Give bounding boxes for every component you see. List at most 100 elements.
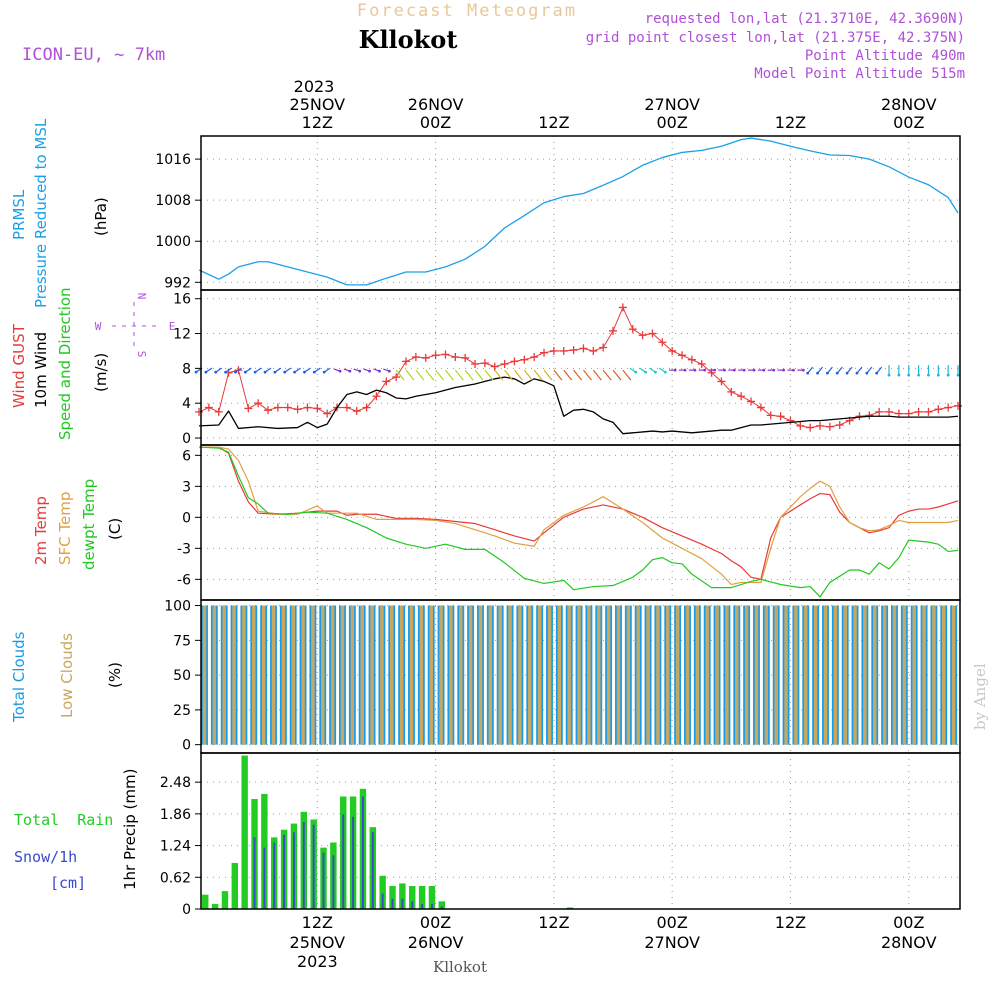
bottom-axis-label: 00Z (893, 913, 924, 932)
low-cloud-bar (360, 605, 364, 745)
rain-bar (428, 885, 436, 909)
top-year-label: 2023 (294, 77, 335, 96)
gust-marker (451, 353, 460, 362)
gust-marker (293, 405, 302, 414)
gust-marker (559, 346, 568, 355)
gust-marker (618, 303, 627, 312)
bottom-axis-label: 25NOV (290, 933, 346, 952)
gust-marker (875, 407, 884, 416)
low-cloud-bar (705, 605, 709, 745)
low-cloud-bar (212, 605, 217, 745)
gust-marker (382, 377, 391, 386)
bottom-axis-label: 12Z (775, 913, 806, 932)
wind-arrow-head (887, 373, 891, 377)
wind-arrow (622, 369, 632, 381)
wind-arrow-head (663, 370, 667, 374)
gust-marker (264, 406, 273, 415)
temperature-panel: -6 -3 0 3 6 (177, 445, 960, 600)
wind-arrow-head (368, 369, 371, 373)
low-cloud-bar (744, 605, 749, 745)
low-cloud-bar (951, 605, 956, 745)
wind-arrow-head (673, 368, 677, 372)
wind-arrow (563, 369, 573, 381)
low-cloud-bar (695, 605, 700, 745)
wind-ytick-label: 0 (182, 431, 191, 447)
gust-marker (658, 338, 667, 347)
wind-arrow-head (358, 369, 362, 373)
wind-arrow-head (865, 371, 869, 375)
low-cloud-bar (882, 605, 887, 745)
wind-speed-dir-label: Speed and Direction (56, 287, 74, 440)
low-cloud-bar (252, 605, 256, 745)
pressure-line (198, 137, 959, 286)
gust-marker (806, 423, 815, 432)
rain-bar (389, 885, 396, 909)
gust-marker (737, 392, 746, 401)
gust-marker (352, 407, 361, 416)
gust-marker (727, 387, 736, 396)
wind-arrow-head (825, 371, 829, 375)
gust-marker (934, 405, 943, 414)
wind-arrow (602, 369, 612, 381)
rain-bar (202, 894, 209, 909)
low-cloud-bar (557, 605, 562, 745)
requested-coords: requested lon,lat (21.3710E, 42.3690N) (645, 11, 965, 27)
low-cloud-bar (390, 605, 394, 745)
low-cloud-bar (311, 605, 315, 745)
gust-label: Wind GUST (10, 323, 28, 408)
tsfc-line (199, 446, 959, 586)
clouds-ytick-label: 50 (173, 668, 191, 684)
gust-marker (520, 355, 529, 364)
location-title: Kllokot (359, 25, 458, 54)
rain-bar (221, 891, 229, 909)
temperature-ytick-label: 0 (182, 510, 191, 526)
gust-marker (530, 353, 539, 362)
low-cloud-bar (537, 605, 542, 745)
gust-marker (411, 353, 420, 362)
wind-arrow-head (253, 370, 257, 374)
wind-arrow-head (283, 370, 287, 374)
wind-arrow-head (654, 370, 657, 374)
low-cloud-bar (350, 605, 355, 745)
pressure-label-2: Pressure Reduced to MSL (32, 118, 50, 308)
rain-bar (566, 907, 574, 909)
gust-marker (776, 412, 785, 421)
gust-marker (392, 373, 401, 382)
gust-marker (796, 421, 805, 430)
gust-marker (195, 407, 204, 416)
rain-bar (211, 903, 219, 909)
gust-marker (500, 360, 509, 369)
gust-marker (786, 416, 795, 425)
low-cloud-bar (804, 605, 808, 745)
precip-ytick-label: 1.24 (160, 839, 191, 855)
low-cloud-bar (735, 605, 739, 745)
rain-bar (409, 885, 416, 909)
wind-arrow-head (835, 371, 839, 375)
gust-marker (638, 331, 647, 340)
pressure-ytick-label: 1000 (155, 234, 191, 250)
gust-marker (569, 346, 578, 355)
low-cloud-bar (715, 605, 719, 745)
low-cloud-bar (449, 605, 453, 745)
low-cloud-bar (606, 605, 611, 745)
bottom-axis-label: 26NOV (408, 933, 464, 952)
top-date-label: 25NOV (290, 95, 346, 114)
wind-arrow-head (772, 368, 776, 372)
gust-marker (510, 357, 519, 366)
clouds-ytick-label: 25 (173, 703, 191, 719)
rain-bar (241, 755, 248, 909)
gust-marker (914, 407, 923, 416)
wind-arrow-head (214, 370, 218, 374)
wind-arrow-head (782, 368, 785, 372)
gust-marker (609, 326, 618, 335)
wind-arrow (573, 369, 583, 381)
snow-bar (411, 901, 414, 909)
low-cloud-bar (567, 605, 571, 745)
bottom-axis-label: 00Z (657, 913, 688, 932)
wind-arrow (553, 369, 563, 381)
wind-line (198, 376, 959, 435)
wind-arrow-head (312, 370, 316, 374)
model-altitude: Model Point Altitude 515m (754, 66, 965, 82)
wind-arrow-head (936, 373, 940, 377)
